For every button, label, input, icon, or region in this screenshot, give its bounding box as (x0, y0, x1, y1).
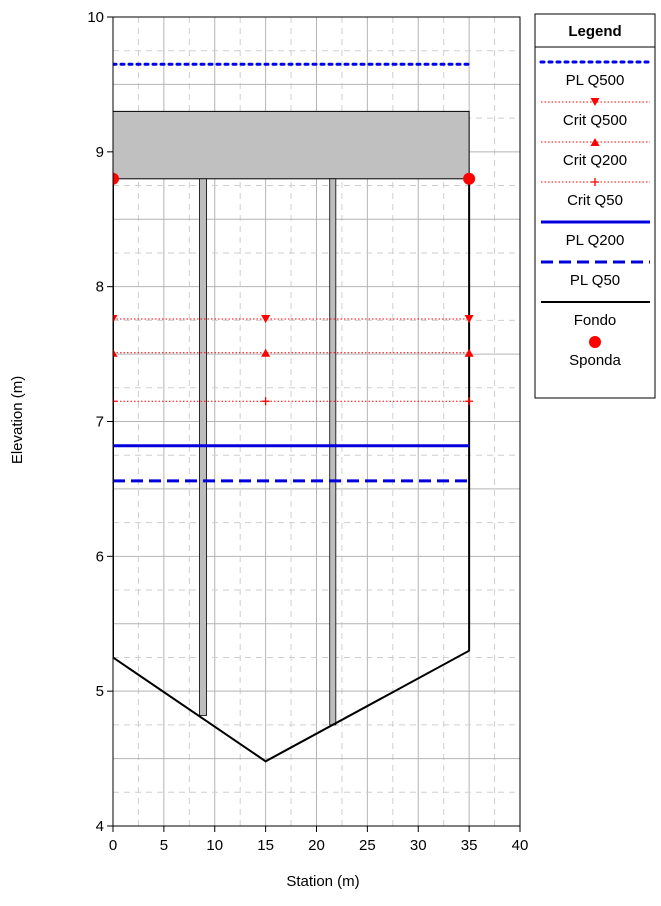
x-tick-label: 10 (206, 837, 223, 854)
bridge-deck (113, 111, 469, 178)
legend-label-pl-q200: PL Q200 (566, 232, 625, 249)
legend-label-crit-q500: Crit Q500 (563, 112, 627, 129)
x-tick-label: 25 (359, 837, 376, 854)
legend-label-sponda: Sponda (569, 352, 621, 369)
legend-title: Legend (568, 23, 621, 40)
x-tick-label: 0 (109, 837, 117, 854)
x-tick-label: 5 (160, 837, 168, 854)
legend-marker-sponda (589, 336, 601, 348)
legend-label-fondo: Fondo (574, 312, 617, 329)
legend-label-crit-q200: Crit Q200 (563, 152, 627, 169)
x-axis-title: Station (m) (286, 873, 359, 890)
x-tick-label: 15 (257, 837, 274, 854)
x-tick-label: 40 (512, 837, 529, 854)
y-axis-title: Elevation (m) (9, 376, 26, 464)
legend-label-pl-q50: PL Q50 (570, 272, 620, 289)
legend-label-crit-q50: Crit Q50 (567, 192, 623, 209)
y-tick-label: 6 (96, 548, 104, 565)
x-tick-label: 30 (410, 837, 427, 854)
legend: Legend PL Q500 Crit Q500 Crit Q200 Crit Q50… (535, 14, 655, 398)
x-tick-label: 35 (461, 837, 478, 854)
y-tick-label: 10 (87, 9, 104, 26)
y-tick-label: 9 (96, 144, 104, 161)
x-tick-label: 20 (308, 837, 325, 854)
y-tick-label: 4 (96, 818, 104, 835)
y-tick-label: 5 (96, 683, 104, 700)
bridge-pier (330, 179, 336, 725)
y-tick-label: 8 (96, 279, 104, 296)
legend-label-pl-q500: PL Q500 (566, 72, 625, 89)
series-point-sponda (463, 173, 475, 185)
y-tick-label: 7 (96, 414, 104, 431)
